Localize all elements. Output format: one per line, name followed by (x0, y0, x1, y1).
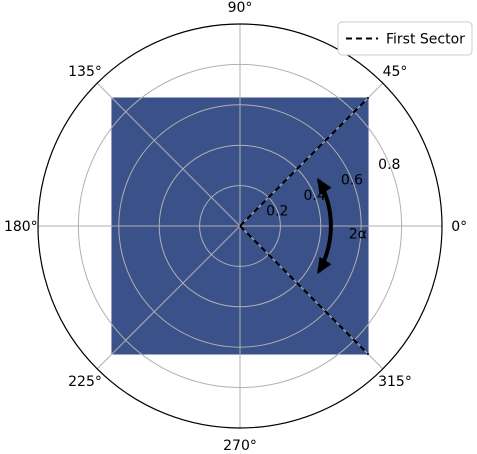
angle-tick-label-0: 0° (451, 219, 467, 235)
arc-annotation-layer: 2α (316, 177, 367, 275)
angle-tick-label-270: 270° (223, 438, 257, 450)
arc-arrowhead-end (317, 256, 332, 275)
radial-tick-label-2: 0.6 (341, 173, 363, 189)
radial-label-layer: 0.2 0.4 0.6 0.8 (266, 157, 400, 219)
sector-line-1 (239, 225, 370, 356)
sector-line-0 (239, 96, 370, 227)
legend: First Sector (337, 21, 473, 56)
radial-tick-label-3: 0.8 (378, 157, 400, 173)
angle-tick-label-45: 45° (383, 64, 408, 80)
arc-arrowhead-start (317, 177, 332, 196)
legend-label-first-sector: First Sector (386, 32, 465, 48)
angle-tick-label-180: 180° (4, 219, 38, 235)
angle-tick-label-225: 225° (68, 374, 102, 390)
angular-gridline-5 (96, 225, 241, 370)
angular-gridline-3 (96, 82, 241, 227)
angle-tick-label-90: 90° (228, 0, 253, 16)
outer-circle (37, 23, 443, 429)
outer-circle-layer (37, 23, 443, 429)
angle-label-layer: 0° 45° 90° 135° 180° 225° 270° 315° (4, 0, 467, 454)
legend-box (337, 21, 473, 56)
angle-tick-label-135: 135° (68, 64, 102, 80)
arc-annotation-label: 2α (349, 227, 367, 243)
grid-layer (38, 24, 442, 428)
sector-layer (239, 96, 370, 356)
angle-tick-label-315: 315° (378, 374, 412, 390)
radial-tick-label-1: 0.4 (304, 188, 326, 204)
radial-tick-label-0: 0.2 (266, 204, 288, 220)
